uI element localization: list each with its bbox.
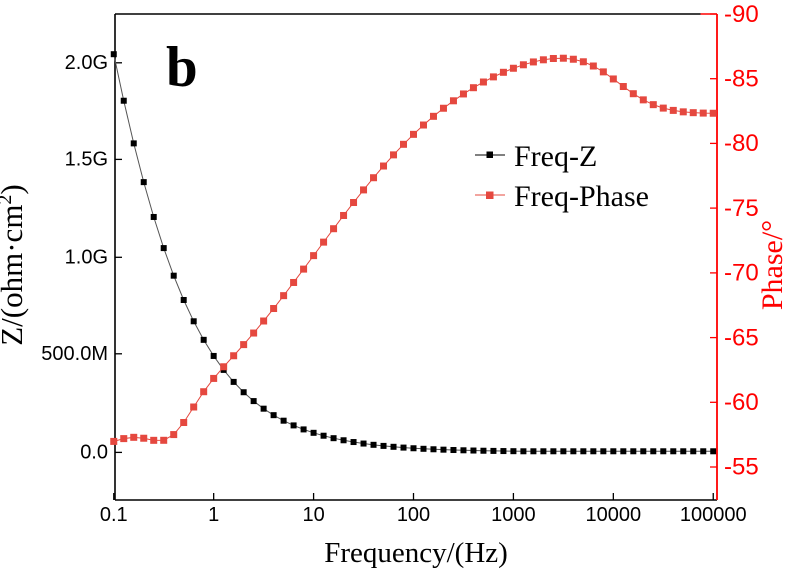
svg-text:100: 100 <box>397 504 430 526</box>
svg-text:-65: -65 <box>724 325 759 352</box>
svg-text:Phase/°: Phase/° <box>756 220 789 310</box>
svg-text:1000: 1000 <box>491 504 536 526</box>
svg-text:1.0G: 1.0G <box>65 247 108 269</box>
svg-text:-80: -80 <box>724 130 759 157</box>
svg-text:0.1: 0.1 <box>100 504 128 526</box>
svg-text:Frequency/(Hz): Frequency/(Hz) <box>324 537 508 569</box>
svg-text:500.0M: 500.0M <box>41 343 108 365</box>
svg-text:-60: -60 <box>724 389 759 416</box>
svg-text:0.0: 0.0 <box>80 442 108 464</box>
svg-text:1.5G: 1.5G <box>65 149 108 171</box>
svg-text:-75: -75 <box>724 195 759 222</box>
svg-text:-90: -90 <box>724 1 759 28</box>
svg-text:1: 1 <box>208 504 219 526</box>
svg-text:Freq-Z: Freq-Z <box>514 140 597 173</box>
svg-text:2.0G: 2.0G <box>65 52 108 74</box>
svg-text:10000: 10000 <box>586 504 642 526</box>
svg-text:Z/(ohm·cm2): Z/(ohm·cm2) <box>0 184 29 346</box>
svg-text:b: b <box>166 36 198 99</box>
svg-text:-70: -70 <box>724 260 759 287</box>
svg-text:Freq-Phase: Freq-Phase <box>514 180 649 213</box>
svg-text:100000: 100000 <box>680 504 747 526</box>
svg-text:-85: -85 <box>724 66 759 93</box>
svg-text:-55: -55 <box>724 454 759 481</box>
svg-text:10: 10 <box>302 504 324 526</box>
